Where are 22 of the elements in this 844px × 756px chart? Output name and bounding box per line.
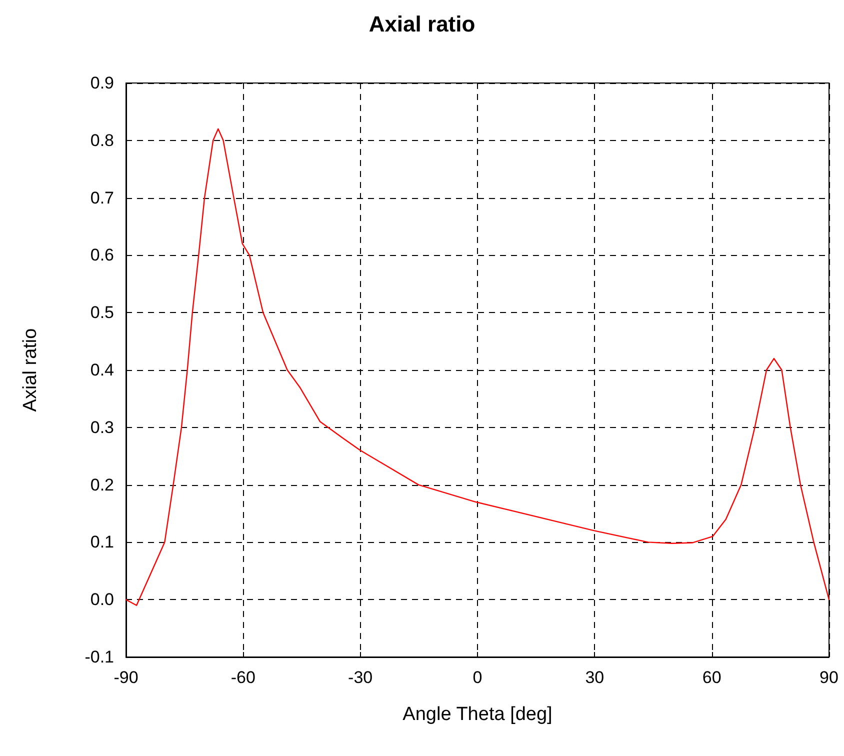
y-tick-label: 0.0	[90, 590, 114, 610]
y-tick-label: 0.9	[90, 74, 114, 92]
line-series	[125, 128, 830, 606]
y-tick-label: 0.2	[90, 475, 114, 494]
y-tick-label: 0.8	[90, 130, 114, 150]
y-axis-title: Axial ratio	[20, 328, 41, 412]
x-tick-label: -30	[348, 668, 373, 687]
y-tick-label: 0.7	[90, 188, 114, 208]
y-tick-label: 0.6	[90, 246, 114, 265]
x-tick-label: 90	[820, 668, 838, 687]
y-tick-label: 0.5	[90, 303, 114, 322]
x-tick-label: -90	[114, 668, 138, 687]
x-axis-title: Angle Theta [deg]	[402, 704, 552, 725]
y-tick-label: 0.3	[90, 418, 114, 437]
y-tick-label: -0.1	[84, 648, 114, 666]
x-tick-label: 60	[702, 668, 722, 687]
chart-title: Axial ratio	[368, 12, 476, 36]
y-tick-label: 0.4	[90, 360, 114, 380]
x-tick-label: 30	[585, 668, 604, 687]
y-tick-label: 0.1	[90, 532, 114, 552]
x-tick-label: -60	[230, 668, 256, 687]
x-tick-label: 0	[472, 668, 482, 687]
